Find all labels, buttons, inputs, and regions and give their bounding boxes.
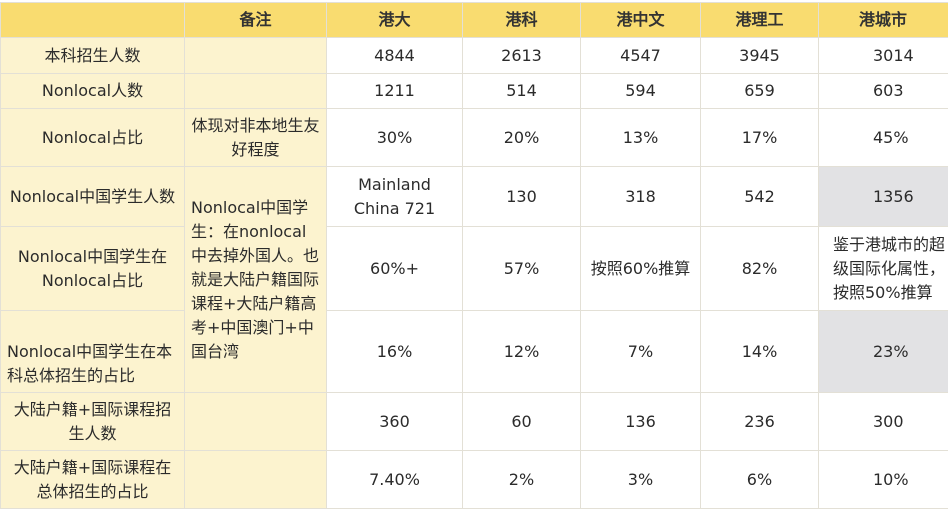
table-cell: 3945 (700, 37, 819, 74)
row-label: 大陆户籍+国际课程招生人数 (0, 392, 185, 451)
table-cell: 1211 (326, 73, 463, 109)
header-school: 港理工 (700, 2, 819, 38)
table-cell: 236 (700, 392, 819, 451)
row-label: Nonlocal人数 (0, 73, 185, 109)
table-row: Nonlocal中国学生在Nonlocal占比 60%+ 57% 按照60%推算… (0, 226, 948, 311)
table-cell: 7% (580, 310, 701, 393)
table-cell: 45% (818, 108, 948, 167)
table-cell: 按照60%推算 (580, 226, 701, 311)
table-row: 本科招生人数 4844 2613 4547 3945 3014 (0, 37, 948, 74)
table-cell: 30% (326, 108, 463, 167)
header-school: 港城市 (818, 2, 948, 38)
table-cell: 13% (580, 108, 701, 167)
table-cell: 360 (326, 392, 463, 451)
header-corner (0, 2, 185, 38)
table-cell: 4547 (580, 37, 701, 74)
header-school: 港大 (326, 2, 463, 38)
table-cell: 82% (700, 226, 819, 311)
row-note: 体现对非本地生友好程度 (184, 108, 327, 167)
table-row: 大陆户籍+国际课程招生人数 360 60 136 236 300 (0, 392, 948, 451)
table-row: Nonlocal人数 1211 514 594 659 603 (0, 73, 948, 109)
table-cell: 60%+ (326, 226, 463, 311)
table-row: 大陆户籍+国际课程在总体招生的占比 7.40% 2% 3% 6% 10% (0, 450, 948, 509)
table-cell: 20% (462, 108, 581, 167)
row-note (184, 392, 327, 451)
table-cell: 17% (700, 108, 819, 167)
table-cell: 16% (326, 310, 463, 393)
header-school: 港中文 (580, 2, 701, 38)
row-label: Nonlocal中国学生在本科总体招生的占比 (0, 310, 185, 393)
row-note (184, 73, 327, 109)
table-cell: 2% (462, 450, 581, 509)
table-row: Nonlocal占比 体现对非本地生友好程度 30% 20% 13% 17% 4… (0, 108, 948, 167)
table-cell: 4844 (326, 37, 463, 74)
table-cell-highlighted: 23% (818, 310, 948, 393)
row-label: 本科招生人数 (0, 37, 185, 74)
table-cell: Mainland China 721 (326, 166, 463, 227)
table-cell: 130 (462, 166, 581, 227)
table-cell: 14% (700, 310, 819, 393)
table-cell: 136 (580, 392, 701, 451)
row-note (184, 37, 327, 74)
table-cell-highlighted: 1356 (818, 166, 948, 227)
table-cell: 10% (818, 450, 948, 509)
row-note (184, 450, 327, 509)
table-cell: 659 (700, 73, 819, 109)
table-cell: 3014 (818, 37, 948, 74)
table-row: Nonlocal中国学生人数 Nonlocal中国学生：在nonlocal中去掉… (0, 166, 948, 393)
table-cell: 300 (818, 392, 948, 451)
table-cell: 542 (700, 166, 819, 227)
table-cell: 60 (462, 392, 581, 451)
table-cell: 6% (700, 450, 819, 509)
header-row: 备注 港大 港科 港中文 港理工 港城市 (0, 2, 948, 38)
row-label: Nonlocal中国学生人数 (0, 166, 185, 227)
header-note: 备注 (184, 2, 327, 38)
table-cell: 3% (580, 450, 701, 509)
table-cell: 7.40% (326, 450, 463, 509)
table-row: Nonlocal中国学生在本科总体招生的占比 16% 12% 7% 14% 23… (0, 310, 948, 393)
table-cell: 318 (580, 166, 701, 227)
table-cell: 57% (462, 226, 581, 311)
row-label: Nonlocal中国学生在Nonlocal占比 (0, 226, 185, 311)
header-school: 港科 (462, 2, 581, 38)
table-cell: 594 (580, 73, 701, 109)
table-cell: 603 (818, 73, 948, 109)
merged-note: Nonlocal中国学生：在nonlocal中去掉外国人。也就是大陆户籍国际课程… (184, 166, 327, 393)
table-cell: 鉴于港城市的超级国际化属性，按照50%推算 (818, 226, 948, 311)
row-label: 大陆户籍+国际课程在总体招生的占比 (0, 450, 185, 509)
table-cell: 2613 (462, 37, 581, 74)
row-label: Nonlocal占比 (0, 108, 185, 167)
table-cell: 12% (462, 310, 581, 393)
table-cell: 514 (462, 73, 581, 109)
